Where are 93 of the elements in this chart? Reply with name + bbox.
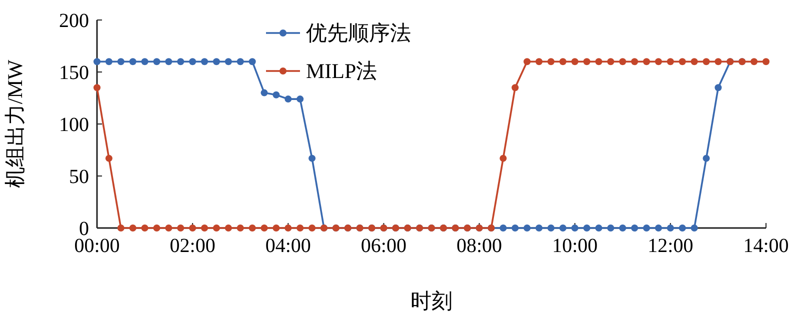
point xyxy=(165,58,172,66)
point xyxy=(643,224,650,232)
point xyxy=(141,58,148,66)
point xyxy=(512,84,519,92)
point xyxy=(94,84,100,92)
point xyxy=(212,58,220,66)
point xyxy=(702,154,710,162)
point xyxy=(248,224,256,232)
point xyxy=(165,224,172,232)
point xyxy=(666,224,674,232)
point xyxy=(212,224,220,232)
point xyxy=(654,58,662,66)
point xyxy=(595,224,602,232)
y-tick-label: 50 xyxy=(69,166,89,188)
point xyxy=(762,58,770,66)
point xyxy=(583,58,590,66)
point xyxy=(201,224,208,232)
point xyxy=(524,58,531,66)
point xyxy=(619,224,626,232)
point xyxy=(153,58,160,66)
point xyxy=(201,58,208,66)
point xyxy=(654,224,662,232)
point xyxy=(512,224,519,232)
x-tick-label: 06:00 xyxy=(360,235,406,257)
point xyxy=(547,224,554,232)
legend-label: MILP法 xyxy=(306,59,378,83)
point xyxy=(248,58,256,66)
point xyxy=(750,58,758,66)
point xyxy=(619,58,626,66)
point xyxy=(702,58,710,66)
point xyxy=(607,224,614,232)
point xyxy=(153,224,160,232)
x-tick-label: 02:00 xyxy=(170,235,216,257)
point xyxy=(536,58,543,66)
x-tick-label: 04:00 xyxy=(265,235,311,257)
point xyxy=(536,224,543,232)
point xyxy=(631,224,638,232)
x-tick-label: 10:00 xyxy=(552,235,598,257)
x-tick-label: 08:00 xyxy=(456,235,502,257)
point xyxy=(690,224,698,232)
point xyxy=(94,58,100,66)
point xyxy=(117,224,124,232)
point xyxy=(260,224,268,232)
point xyxy=(571,224,578,232)
point xyxy=(177,58,184,66)
point xyxy=(129,224,136,232)
point xyxy=(607,58,614,66)
point xyxy=(500,224,507,232)
point xyxy=(260,89,268,96)
point xyxy=(571,58,578,66)
point xyxy=(643,58,650,66)
point xyxy=(224,58,232,66)
point xyxy=(690,58,698,66)
point xyxy=(296,224,304,232)
point xyxy=(272,224,280,232)
point xyxy=(666,58,674,66)
point xyxy=(308,154,316,162)
point xyxy=(236,58,244,66)
point xyxy=(631,58,638,66)
point xyxy=(559,224,566,232)
point xyxy=(236,224,244,232)
x-tick-label: 14:00 xyxy=(743,235,789,257)
point xyxy=(105,154,112,162)
point xyxy=(296,96,304,103)
point xyxy=(583,224,590,232)
point xyxy=(678,224,686,232)
point xyxy=(524,224,531,232)
point xyxy=(141,224,148,232)
point xyxy=(284,224,292,232)
y-tick-label: 100 xyxy=(59,114,89,136)
point xyxy=(678,58,686,66)
point xyxy=(224,224,232,232)
point xyxy=(500,154,507,162)
point xyxy=(284,96,292,103)
x-axis-title: 时刻 xyxy=(410,289,452,313)
point xyxy=(559,58,566,66)
point xyxy=(714,58,722,66)
x-tick-label: 12:00 xyxy=(648,235,694,257)
point xyxy=(189,224,196,232)
point xyxy=(177,224,184,232)
y-axis-title: 机组出力/MW xyxy=(3,60,27,188)
point xyxy=(272,91,280,98)
point xyxy=(105,58,112,66)
point xyxy=(189,58,196,66)
y-tick-label: 200 xyxy=(59,10,89,32)
point xyxy=(547,58,554,66)
point xyxy=(595,58,602,66)
legend-label: 优先顺序法 xyxy=(306,21,411,45)
point xyxy=(129,58,136,66)
point xyxy=(714,84,722,92)
point xyxy=(117,58,124,66)
point xyxy=(308,224,316,232)
y-tick-label: 150 xyxy=(59,62,89,84)
